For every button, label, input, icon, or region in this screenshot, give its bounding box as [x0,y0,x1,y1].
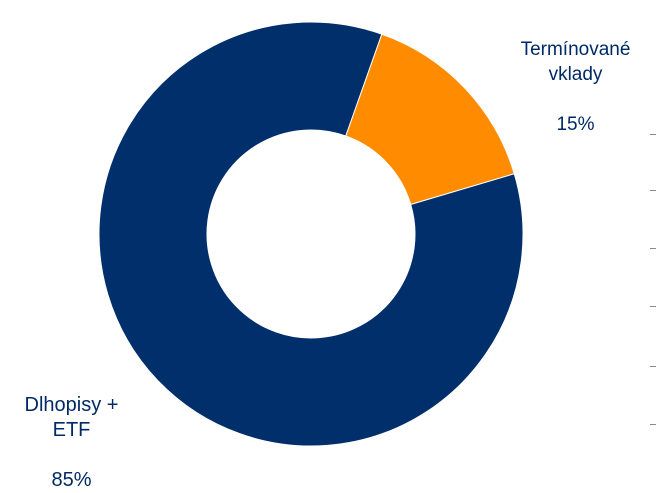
axis-tick-4 [650,306,656,307]
slice-label-terminovane: Termínované vklady [520,39,631,85]
slice-value-dlhopisy: 85% [51,469,92,491]
slice-value-terminovane: 15% [556,114,595,135]
axis-tick-3 [650,248,656,249]
slice-label-dlhopisy: Dlhopisy + ETF [24,394,119,441]
axis-tick-2 [650,190,656,191]
axis-tick-1 [650,134,656,135]
donut-chart [98,21,524,447]
slice-terminovane-vklady [345,33,515,206]
axis-tick-6 [650,424,656,425]
label-dlhopisy-etf: Dlhopisy + ETF 85% [0,368,143,493]
slice-dlhopisy-etf [98,21,524,447]
donut-slices [98,21,524,447]
label-terminovane-vklady: Termínované vklady 15% [492,12,659,137]
axis-tick-5 [650,366,656,367]
